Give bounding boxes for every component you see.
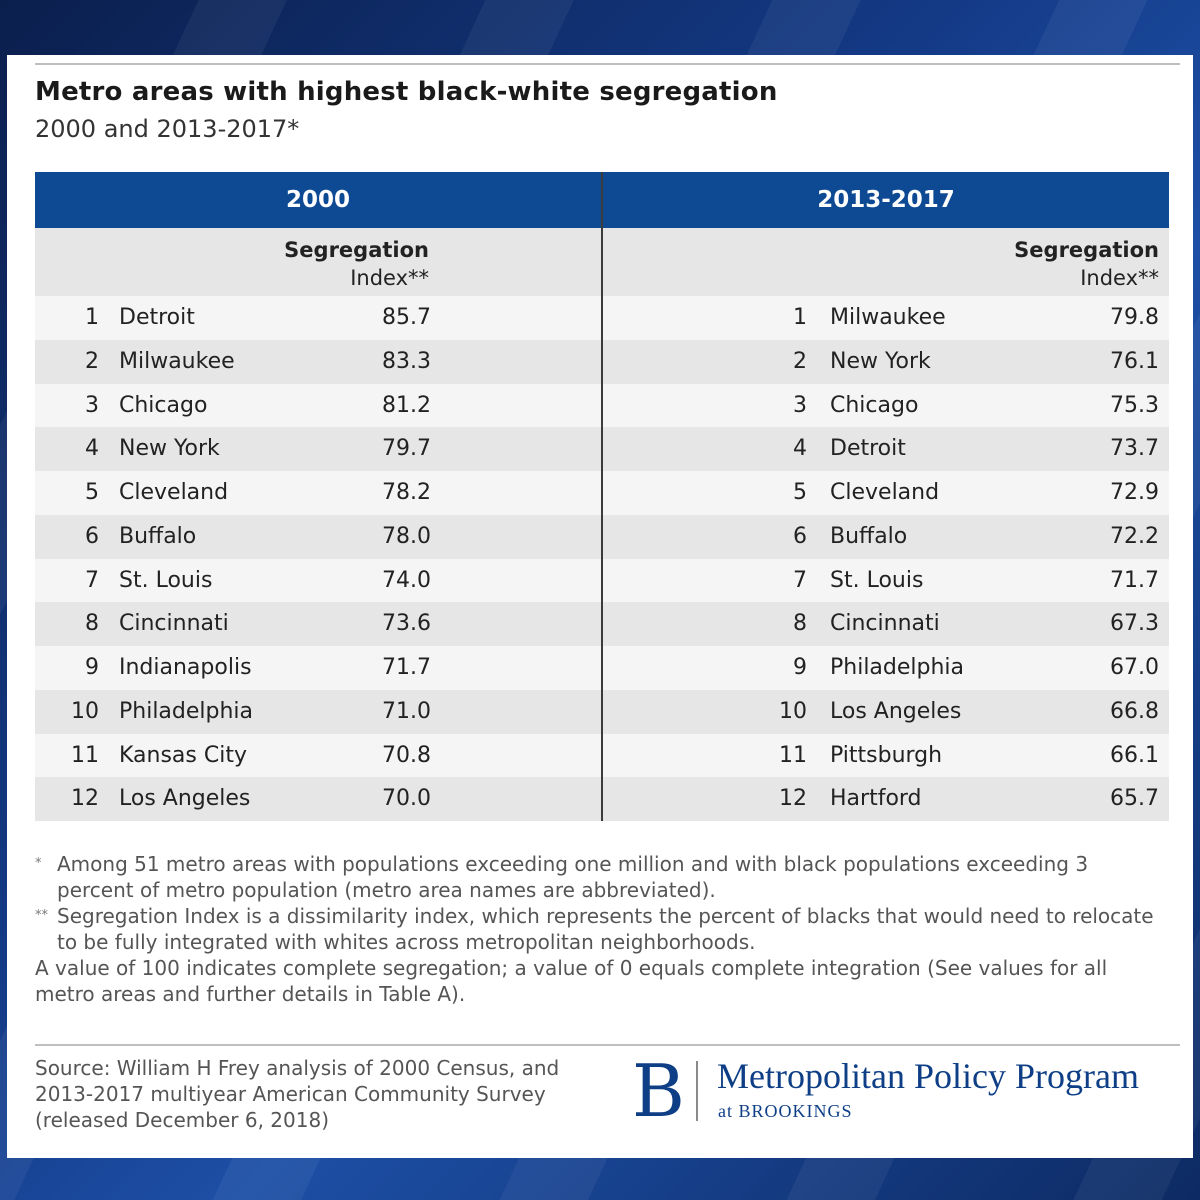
city-2013-2017: Chicago — [830, 392, 919, 418]
rank-2000: 9 — [85, 655, 99, 680]
footnote-1-text: Among 51 metro areas with populations ex… — [57, 852, 1089, 902]
index-label-right-line1: Segregation — [1014, 238, 1159, 262]
rank-2000: 1 — [85, 305, 99, 330]
rank-2000: 8 — [85, 611, 99, 637]
city-2000: Cleveland — [119, 480, 229, 505]
index-value-2000: 79.7 — [382, 436, 431, 462]
index-value-2000: 78.2 — [382, 480, 431, 505]
index-value-2000: 85.7 — [382, 305, 431, 330]
index-value-2000: 73.6 — [382, 611, 431, 637]
footnote-2-text: Segregation Index is a dissimilarity ind… — [57, 904, 1154, 954]
rank-2000: 3 — [85, 392, 99, 418]
index-label-right: Segregation Index** — [1014, 236, 1159, 292]
footnotes: * Among 51 metro areas with populations … — [35, 851, 1170, 1007]
city-2013-2017: Detroit — [830, 436, 906, 462]
city-2013-2017: Hartford — [830, 786, 922, 812]
index-value-2000: 78.0 — [382, 523, 431, 549]
index-value-2013-2017: 67.3 — [1110, 611, 1159, 637]
index-value-2000: 74.0 — [382, 567, 431, 593]
infographic-card: Metro areas with highest black-white seg… — [7, 55, 1193, 1158]
city-2000: Los Angeles — [119, 786, 251, 812]
city-2013-2017: Buffalo — [830, 523, 908, 549]
footnote-2-marker: ** — [35, 908, 48, 923]
city-2000: Kansas City — [119, 742, 247, 768]
rank-2000: 10 — [71, 698, 99, 724]
header-year-2013-2017: 2013-2017 — [817, 187, 955, 213]
city-2013-2017: Cleveland — [830, 480, 940, 505]
index-value-2000: 83.3 — [382, 348, 431, 374]
city-2000: New York — [119, 436, 220, 462]
index-label-left-line2: Index** — [350, 266, 429, 290]
city-2000: St. Louis — [119, 567, 213, 593]
rank-2013-2017: 3 — [793, 392, 807, 418]
rank-2013-2017: 2 — [793, 348, 807, 374]
bottom-rule — [35, 1044, 1180, 1046]
footnote-1: * Among 51 metro areas with populations … — [35, 851, 1170, 903]
index-value-2000: 71.7 — [382, 655, 431, 680]
index-value-2013-2017: 66.8 — [1110, 698, 1159, 724]
rank-2013-2017: 1 — [793, 305, 807, 330]
city-2000: Philadelphia — [119, 698, 254, 724]
rank-2013-2017: 8 — [793, 611, 807, 637]
source-text: Source: William H Frey analysis of 2000 … — [35, 1056, 560, 1132]
program-name: Metropolitan Policy Program — [717, 1056, 1139, 1096]
chart-title: Metro areas with highest black-white seg… — [35, 77, 778, 107]
city-2000: Buffalo — [119, 523, 197, 549]
city-2000: Indianapolis — [119, 655, 252, 680]
index-label-left-line1: Segregation — [284, 238, 429, 262]
rank-2000: 2 — [85, 348, 99, 374]
index-value-2013-2017: 75.3 — [1110, 392, 1159, 418]
rank-2000: 7 — [85, 567, 99, 593]
column-divider — [601, 172, 603, 821]
index-value-2013-2017: 65.7 — [1110, 786, 1159, 812]
index-value-2013-2017: 67.0 — [1110, 655, 1159, 680]
index-value-2000: 70.8 — [382, 742, 431, 768]
rank-2013-2017: 7 — [793, 567, 807, 593]
index-value-2013-2017: 76.1 — [1110, 348, 1159, 374]
rank-2013-2017: 9 — [793, 655, 807, 680]
city-2000: Chicago — [119, 392, 208, 418]
program-affiliation: at BROOKINGS — [718, 1101, 853, 1121]
footnote-2: ** Segregation Index is a dissimilarity … — [35, 903, 1170, 955]
index-value-2013-2017: 66.1 — [1110, 742, 1159, 768]
city-2013-2017: Cincinnati — [830, 611, 940, 637]
city-2013-2017: New York — [830, 348, 931, 374]
index-value-2013-2017: 79.8 — [1110, 305, 1159, 330]
index-value-2013-2017: 73.7 — [1110, 436, 1159, 462]
city-2013-2017: Pittsburgh — [830, 742, 943, 768]
index-value-2013-2017: 71.7 — [1110, 567, 1159, 593]
rank-2013-2017: 11 — [779, 742, 807, 768]
city-2013-2017: St. Louis — [830, 567, 924, 593]
rank-2013-2017: 6 — [793, 523, 807, 549]
footnote-1-marker: * — [35, 856, 42, 871]
index-value-2000: 71.0 — [382, 698, 431, 724]
city-2000: Milwaukee — [119, 348, 235, 374]
city-2013-2017: Philadelphia — [830, 655, 965, 680]
index-value-2013-2017: 72.9 — [1110, 480, 1159, 505]
chart-subtitle: 2000 and 2013-2017* — [35, 115, 300, 143]
top-rule — [35, 63, 1180, 65]
logo-divider — [696, 1061, 698, 1121]
index-value-2013-2017: 72.2 — [1110, 523, 1159, 549]
rank-2000: 12 — [71, 786, 99, 812]
footnote-3: A value of 100 indicates complete segreg… — [35, 956, 1108, 1006]
rank-2013-2017: 10 — [779, 698, 807, 724]
header-year-2000: 2000 — [285, 187, 350, 213]
rank-2000: 11 — [71, 742, 99, 768]
rank-2000: 6 — [85, 523, 99, 549]
index-label-left: Segregation Index** — [284, 236, 429, 292]
brookings-b-logo: B — [632, 1049, 685, 1133]
city-2000: Cincinnati — [119, 611, 229, 637]
rank-2013-2017: 12 — [779, 786, 807, 812]
city-2000: Detroit — [119, 305, 195, 330]
rank-2000: 4 — [85, 436, 99, 462]
city-2013-2017: Los Angeles — [830, 698, 962, 724]
rank-2013-2017: 4 — [793, 436, 807, 462]
index-label-right-line2: Index** — [1080, 266, 1159, 290]
index-value-2000: 70.0 — [382, 786, 431, 812]
city-2013-2017: Milwaukee — [830, 305, 946, 330]
rank-2000: 5 — [85, 480, 99, 505]
rank-2013-2017: 5 — [793, 480, 807, 505]
index-value-2000: 81.2 — [382, 392, 431, 418]
